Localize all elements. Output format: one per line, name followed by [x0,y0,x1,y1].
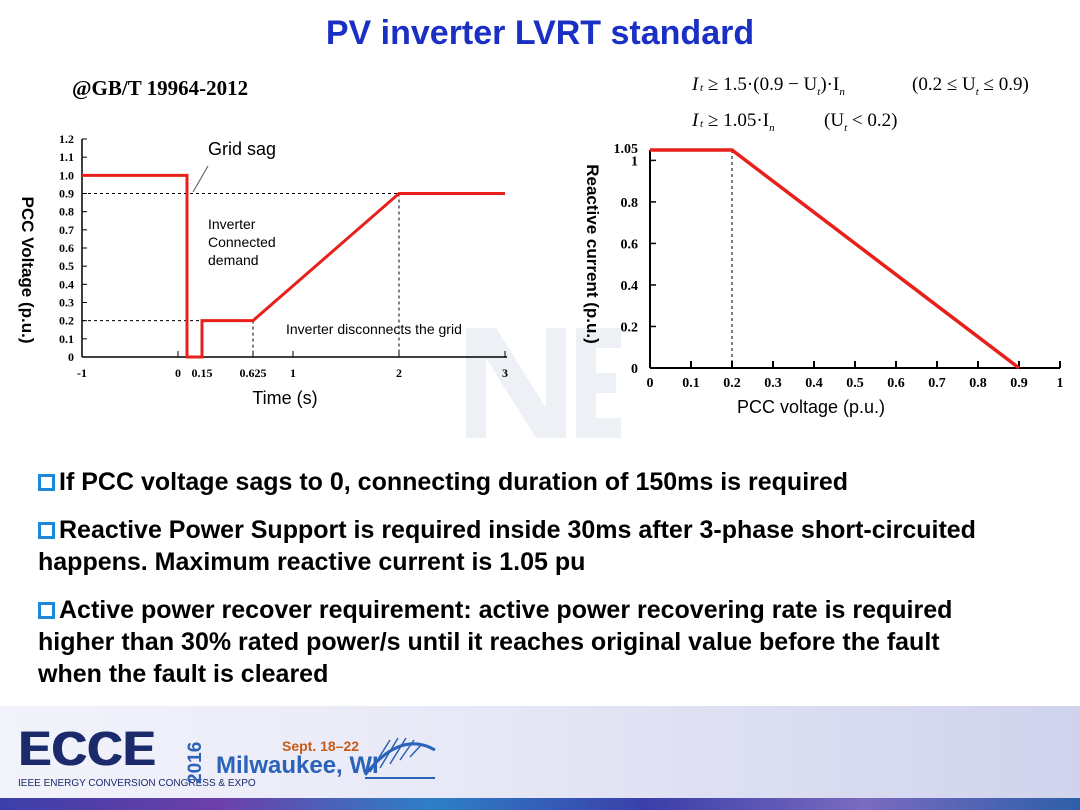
svg-text:2016: 2016 [186,742,206,784]
ecce-org: IEEE ENERGY CONVERSION CONGRESS & EXPO [18,778,256,789]
formula-2-rhs: ≥ 1.05·In [708,110,775,134]
connected-label-1: Inverter [208,216,256,232]
x-tick-label: 0.2 [723,376,741,391]
y-tick-label: 0.5 [59,259,74,273]
event-city: Milwaukee, WI [216,752,379,779]
y-tick-label: 0.8 [621,196,639,211]
y-tick-label: 0 [68,350,74,364]
reactive-current-curve [650,148,1021,370]
y-tick-label: 0.2 [59,314,74,328]
formula-2-lhs: I [692,110,699,131]
formula-1-rhs: ≥ 1.5·(0.9 − Ut)·In [708,74,845,98]
checkbox-square-icon [38,474,55,491]
y-axis-label: Reactive current (p.u.) [583,164,602,344]
formula-1-lhs: I [692,74,699,95]
watermark-logo [466,328,621,438]
y-tick-label: 1 [631,154,638,169]
grid-sag-pointer [192,165,209,193]
x-axis-label: Time (s) [252,388,317,408]
x-tick-label: 1 [1057,376,1064,391]
x-tick-label: 0.4 [805,376,823,391]
voltage-curve [82,173,505,359]
connected-label-2: Connected [208,234,276,250]
formula-1-cond: (0.2 ≤ Ut ≤ 0.9) [912,74,1029,98]
checkbox-square-icon [38,602,55,619]
y-tick-label-1.05: 1.05 [614,142,639,157]
x-tick-label: 0 [175,366,181,380]
disconnect-label: Inverter disconnects the grid [286,321,462,337]
x-tick-label: 0.1 [682,376,700,391]
footer-color-bar [0,798,1080,810]
y-tick-label: 0.8 [59,205,74,219]
bullet-item: If PCC voltage sags to 0, connecting dur… [38,466,1058,498]
x-tick-label: 0 [647,376,654,391]
y-tick-label: 0.4 [621,279,639,294]
footer-banner: ECCE IEEE ENERGY CONVERSION CONGRESS & E… [0,706,1080,810]
y-tick-label: 1.2 [59,132,74,146]
x-tick-label: 0.6 [887,376,905,391]
y-tick-label: 0.6 [59,241,74,255]
formula-2-cond: (Ut < 0.2) [824,110,898,134]
slide-title: PV inverter LVRT standard [325,14,755,52]
y-tick-label: 0.6 [621,237,639,252]
voltage-time-chart: 0 0.1 0.2 0.3 0.4 0.5 0.6 0.7 0.8 0.9 1.0 1.1 1.2 -1… [18,132,508,408]
x-tick-label: 0.7 [928,376,946,391]
y-tick-label: 0.1 [59,332,74,346]
y-tick-label: 0.4 [59,277,74,291]
reactive-current-chart: 00.20.40.60.811.05 0 0.1 0.2 0.3 0.4 0.5 0.6 0.… [583,142,1064,417]
x-tick-label: -1 [77,366,87,380]
y-axis-label: PCC Voltage (p.u.) [18,196,37,343]
formula-1-sub: t [700,82,704,94]
formula-2-sub: t [700,118,704,130]
x-tick-label: 0.15 [192,366,213,380]
x-tick-label: 3 [502,366,508,380]
checkbox-square-icon [38,522,55,539]
ecce-logo: ECCE [18,723,156,776]
x-tick-label: 2 [396,366,402,380]
connected-label-3: demand [208,252,259,268]
y-tick-label: 0.3 [59,296,74,310]
y-tick-label: 0.9 [59,187,74,201]
x-tick-label: 0.625 [240,366,267,380]
year-label: 2016 [186,742,206,784]
standard-label: @GB/T 19964-2012 [72,76,249,100]
y-tick-label: 1.1 [59,150,74,164]
x-tick-label: 0.8 [969,376,987,391]
bridge-logo-icon [363,737,436,779]
y-tick-label: 0 [631,362,638,377]
x-tick-label: 1 [290,366,296,380]
x-tick-label: 0.9 [1010,376,1028,391]
y-tick-label: 0.2 [621,320,639,335]
event-dates: Sept. 18–22 [282,738,360,754]
y-tick-label: 0.7 [59,223,74,237]
x-tick-label: 0.5 [846,376,864,391]
x-tick-label: 0.3 [764,376,782,391]
y-tick-label: 1.0 [59,168,74,182]
bullet-item: Active power recover requirement: active… [38,596,953,688]
bullet-item: Reactive Power Support is required insid… [38,516,976,576]
grid-sag-label: Grid sag [208,139,276,159]
x-axis-label: PCC voltage (p.u.) [737,397,885,417]
bullet-list: If PCC voltage sags to 0, connecting dur… [38,466,1058,706]
